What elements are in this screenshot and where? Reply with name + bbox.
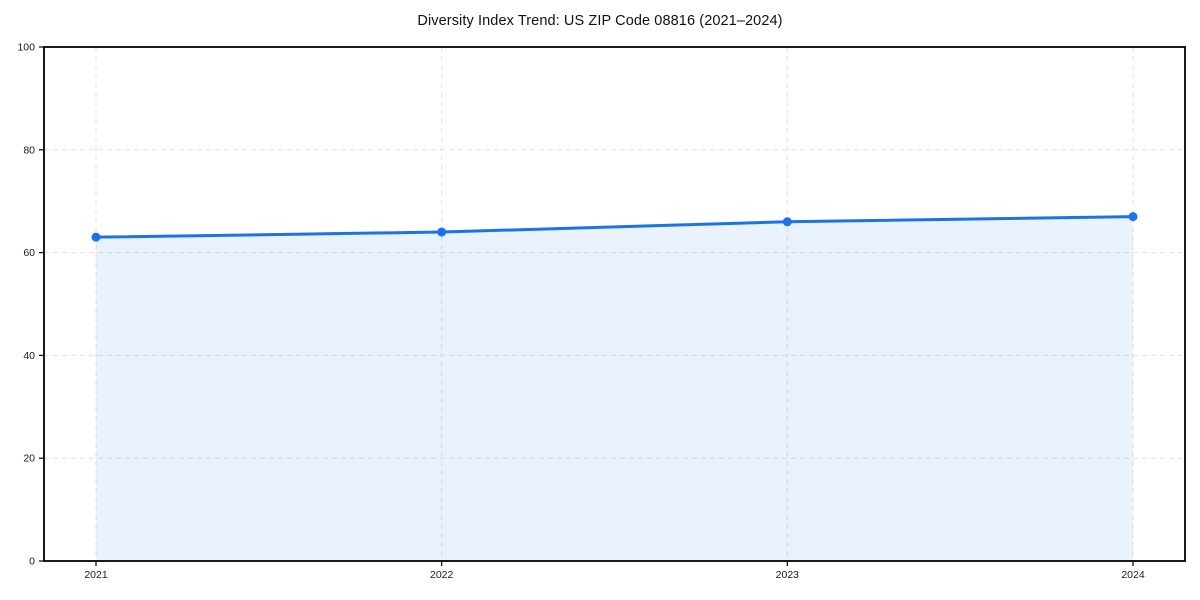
y-tick-label: 100 — [17, 42, 35, 54]
data-point — [437, 227, 447, 237]
data-point — [782, 217, 792, 227]
x-tick-label: 2024 — [1121, 569, 1145, 581]
data-point — [1128, 212, 1138, 222]
data-point — [91, 232, 101, 242]
y-tick-label: 60 — [23, 247, 35, 259]
area-fill — [96, 216, 1133, 561]
trend-line — [94, 215, 1135, 239]
y-tick-label: 80 — [23, 144, 35, 156]
y-tick-label: 20 — [23, 453, 35, 465]
y-tick-label: 40 — [23, 350, 35, 362]
x-tick-label: 2022 — [430, 569, 454, 581]
plot-border — [43, 46, 1186, 562]
chart-title: Diversity Index Trend: US ZIP Code 08816… — [417, 13, 783, 29]
x-tick-label: 2023 — [776, 569, 800, 581]
x-tick-label: 2021 — [84, 569, 108, 581]
y-tick-label: 0 — [29, 556, 35, 568]
